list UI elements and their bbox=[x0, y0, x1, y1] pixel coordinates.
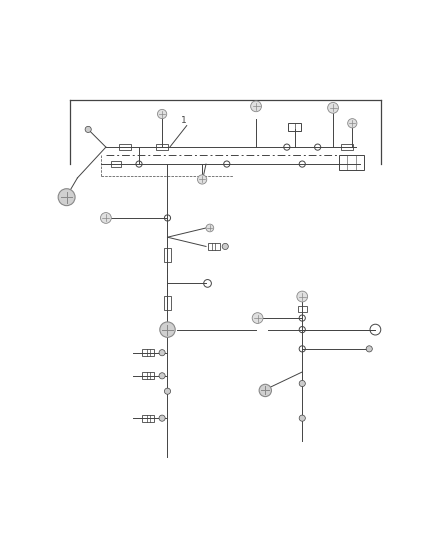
Circle shape bbox=[299, 381, 305, 386]
Bar bbox=[142, 373, 155, 379]
Circle shape bbox=[299, 415, 305, 421]
Circle shape bbox=[251, 101, 261, 112]
Circle shape bbox=[100, 213, 111, 223]
Circle shape bbox=[366, 346, 372, 352]
Circle shape bbox=[297, 291, 307, 302]
Bar bbox=[164, 248, 171, 262]
Circle shape bbox=[85, 126, 91, 133]
Circle shape bbox=[222, 244, 228, 249]
Bar bbox=[142, 349, 155, 356]
Circle shape bbox=[158, 109, 167, 119]
Bar bbox=[208, 243, 220, 250]
Bar bbox=[298, 306, 307, 312]
Bar bbox=[156, 144, 168, 150]
Circle shape bbox=[252, 313, 263, 324]
Bar bbox=[341, 144, 353, 150]
Circle shape bbox=[160, 322, 175, 337]
Circle shape bbox=[58, 189, 75, 206]
Bar bbox=[119, 144, 131, 150]
Bar bbox=[142, 415, 155, 422]
Circle shape bbox=[159, 415, 165, 421]
Circle shape bbox=[328, 102, 339, 113]
Bar bbox=[339, 155, 364, 170]
Bar bbox=[164, 296, 171, 310]
Circle shape bbox=[159, 373, 165, 379]
Circle shape bbox=[159, 350, 165, 356]
Circle shape bbox=[206, 224, 214, 232]
Circle shape bbox=[259, 384, 272, 397]
Text: 1: 1 bbox=[181, 116, 187, 125]
Circle shape bbox=[164, 388, 170, 394]
Bar bbox=[110, 161, 121, 167]
Circle shape bbox=[348, 119, 357, 128]
Bar bbox=[288, 123, 301, 131]
Circle shape bbox=[198, 175, 207, 184]
